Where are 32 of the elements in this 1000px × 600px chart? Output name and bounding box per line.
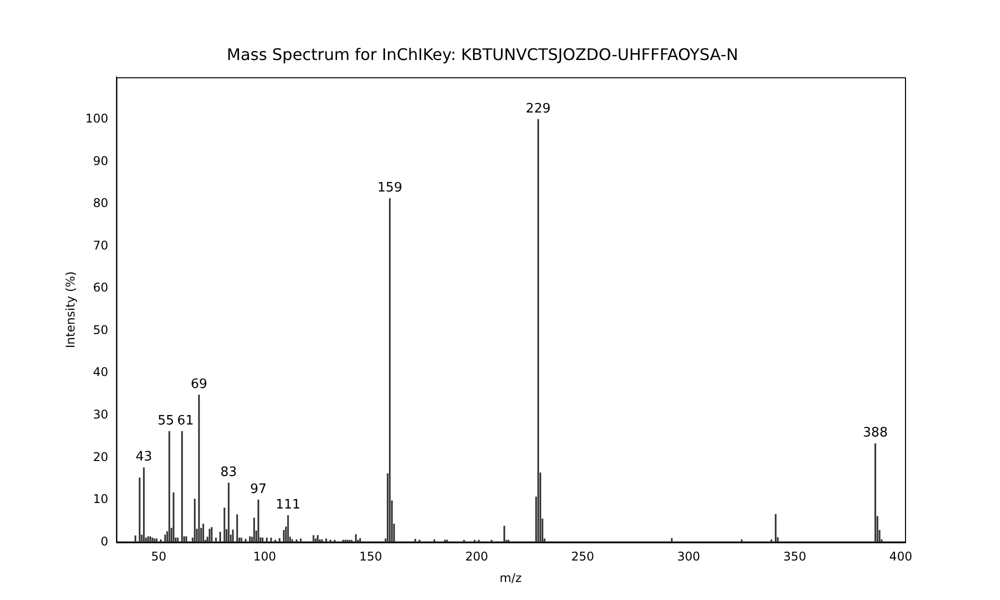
- x-tick-label: 150: [359, 550, 382, 564]
- y-axis-title: Intensity (%): [63, 271, 78, 348]
- y-tick-label: 0: [100, 534, 108, 548]
- x-tick-label: 250: [571, 550, 594, 564]
- annotation: 159: [377, 180, 402, 196]
- y-tick-label: 10: [93, 492, 108, 506]
- annotation: 111: [276, 497, 300, 512]
- x-axis-title: m/z: [500, 570, 522, 585]
- y-tick-label: 30: [93, 408, 108, 422]
- y-tick-label: 40: [93, 365, 108, 380]
- y-tick-label: 100: [85, 112, 108, 126]
- x-tick-label: 50: [151, 550, 166, 564]
- y-tick-label: 20: [93, 450, 108, 464]
- x-tick-label: 300: [677, 550, 700, 564]
- x-tick-label: 400: [889, 550, 912, 564]
- y-tick-label: 80: [93, 196, 108, 210]
- annotation: 229: [526, 101, 551, 116]
- annotation: 61: [177, 413, 194, 428]
- x-tick-label: 100: [253, 550, 276, 564]
- x-tick-label: 200: [465, 550, 488, 564]
- x-tick-label: 350: [783, 550, 806, 564]
- annotation: 97: [250, 482, 267, 497]
- annotation: 388: [862, 426, 888, 441]
- y-tick-label: 90: [93, 154, 108, 168]
- y-tick-label: 70: [93, 238, 108, 252]
- y-tick-label: 60: [93, 280, 108, 295]
- annotation: 83: [220, 464, 237, 480]
- y-tick-label: 50: [93, 322, 108, 337]
- chart-title: Mass Spectrum for InChIKey: KBTUNVCTSJOZDO-UHFFFAOYSA-N: [226, 44, 738, 64]
- annotation: 55: [158, 413, 174, 428]
- annotation: 69: [190, 376, 208, 392]
- annotation: 43: [136, 450, 152, 465]
